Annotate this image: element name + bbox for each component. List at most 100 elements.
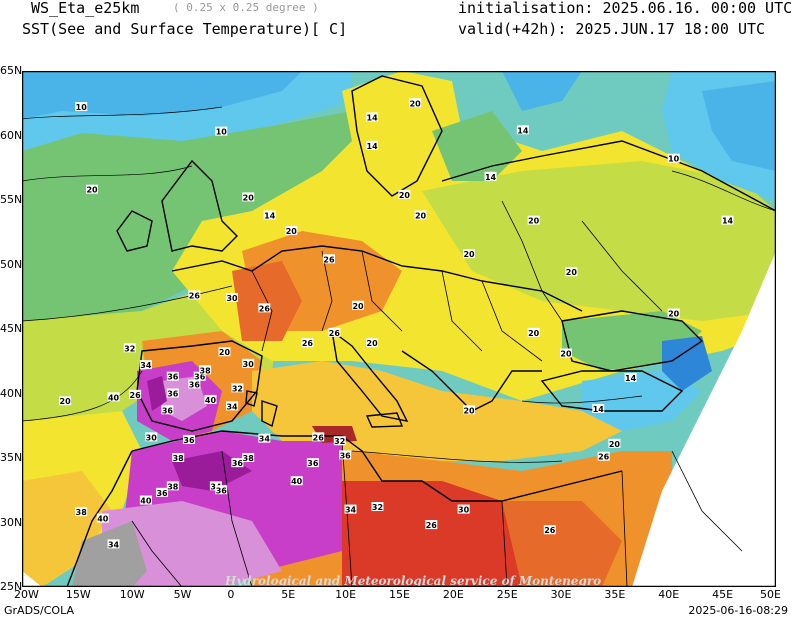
contour-label-bg bbox=[188, 290, 201, 300]
contour-label: 32 bbox=[124, 344, 135, 353]
contour-label-bg bbox=[226, 293, 239, 303]
contour-label: 32 bbox=[372, 503, 383, 512]
contour-label: 14 bbox=[367, 142, 379, 151]
contour-label: 20 bbox=[415, 211, 427, 220]
contour-label: 26 bbox=[544, 526, 556, 535]
coastlines bbox=[66, 75, 776, 587]
lat-tick-label: 55N bbox=[0, 193, 23, 206]
contour-label-bg bbox=[59, 396, 72, 406]
lat-tick-label: 60N bbox=[0, 128, 23, 142]
contour-label-bg bbox=[204, 394, 217, 404]
field-europe-greenish bbox=[422, 161, 776, 321]
contour-label: 26 bbox=[426, 521, 438, 530]
field-western-sahara-gray bbox=[72, 521, 147, 587]
contour-label-bg bbox=[559, 348, 572, 358]
contour-label-bg bbox=[333, 436, 346, 446]
contour-label: 20 bbox=[668, 310, 680, 319]
contour-label: 20 bbox=[399, 191, 411, 200]
contour-label: 36 bbox=[167, 373, 179, 382]
contour-label: 20 bbox=[243, 193, 255, 202]
lat-tick-label: 35N bbox=[0, 451, 23, 464]
lon-tick-label: 5E bbox=[281, 588, 296, 601]
contour-label-bg bbox=[597, 451, 610, 461]
lon-tick-label: 25E bbox=[496, 588, 518, 601]
contour-label-bg bbox=[543, 525, 556, 535]
contour-label: 32 bbox=[232, 384, 243, 393]
contour-label-bg bbox=[199, 365, 212, 375]
contour-label-bg bbox=[463, 249, 476, 259]
contour-label: 36 bbox=[183, 436, 195, 445]
contour-label-bg bbox=[166, 481, 179, 491]
contour-label: 36 bbox=[232, 459, 244, 468]
contour-label-bg bbox=[258, 303, 271, 313]
contour-label-bg bbox=[215, 126, 228, 136]
contour-label-bg bbox=[139, 360, 152, 370]
no-data-area bbox=[632, 251, 776, 587]
contour-label-bg bbox=[592, 403, 605, 413]
contour-label-bg bbox=[484, 171, 497, 181]
field-north-europe-blue bbox=[502, 71, 582, 111]
lat-tick-label: 50N bbox=[0, 257, 23, 271]
lon-tick-label: 10W bbox=[119, 588, 145, 601]
contour-label-bg bbox=[457, 504, 470, 514]
contour-label-bg bbox=[188, 379, 201, 389]
field-caspian-deep-blue bbox=[662, 336, 712, 391]
contour-label-bg bbox=[242, 453, 255, 462]
contour-label: 20 bbox=[463, 250, 475, 259]
contour-label: 38 bbox=[167, 482, 179, 491]
contour-label: 38 bbox=[173, 454, 185, 463]
contour-label: 14 bbox=[722, 217, 734, 226]
contour-label: 40 bbox=[97, 515, 109, 524]
variable-title: SST(See and Surface Temperature)[ C] bbox=[22, 20, 348, 38]
contour-label-bg bbox=[139, 495, 152, 505]
contour-label: 26 bbox=[259, 304, 271, 313]
contour-labels: 10 10 10 14 14 14 14 14 14 14 14 20 20 20 20 20 20 20 20 20… bbox=[59, 98, 734, 549]
contour-label-bg bbox=[107, 392, 120, 402]
contour-label-bg bbox=[366, 140, 379, 150]
contour-label: 20 bbox=[60, 397, 72, 406]
contour-label: 34 bbox=[345, 506, 357, 515]
field-green-atlantic bbox=[22, 111, 352, 321]
contour-label: 36 bbox=[189, 380, 201, 389]
contour-label: 40 bbox=[291, 477, 303, 486]
contour-label-bg bbox=[527, 215, 540, 225]
contour-label-bg bbox=[527, 327, 540, 337]
field-light-orange-sw bbox=[22, 471, 112, 587]
contour-label-bg bbox=[414, 210, 427, 220]
no-data-south bbox=[22, 571, 42, 587]
contour-label: 20 bbox=[367, 339, 379, 348]
contour-label: 20 bbox=[463, 406, 475, 415]
contour-label-bg bbox=[215, 485, 228, 495]
field-baltic bbox=[432, 111, 522, 181]
contour-label-bg bbox=[107, 539, 120, 549]
contour-label-bg bbox=[145, 432, 158, 442]
field-sahara-pink bbox=[102, 501, 282, 587]
contour-label-bg bbox=[322, 254, 335, 264]
contour-label-bg bbox=[86, 184, 99, 194]
contour-label: 26 bbox=[313, 433, 325, 442]
model-title: WS_Eta_e25km bbox=[31, 0, 140, 17]
contour-label-bg bbox=[344, 504, 357, 514]
contour-label-bg bbox=[301, 338, 314, 348]
contour-label: 36 bbox=[167, 390, 179, 399]
lon-tick-label: 50E bbox=[760, 588, 781, 601]
contour-label-bg bbox=[425, 520, 438, 530]
initialisation-time: initialisation: 2025.06.16. 00:00 UTC bbox=[458, 0, 793, 17]
lat-tick-label: 25N bbox=[0, 580, 23, 593]
contour-label: 26 bbox=[302, 339, 314, 348]
lon-tick-label: 45E bbox=[712, 588, 734, 601]
contour-label-bg bbox=[608, 438, 621, 448]
contour-label-bg bbox=[226, 401, 239, 411]
contour-label: 36 bbox=[307, 459, 319, 468]
lon-tick-label: 15W bbox=[65, 588, 91, 601]
contour-label-bg bbox=[721, 215, 734, 225]
contour-label: 26 bbox=[598, 453, 610, 462]
contour-label: 30 bbox=[226, 294, 238, 303]
contour-label-bg bbox=[463, 405, 476, 415]
lon-tick-label: 0 bbox=[227, 588, 235, 601]
contour-label-bg bbox=[516, 125, 529, 135]
contour-label: 36 bbox=[162, 406, 174, 415]
contour-label: 14 bbox=[485, 173, 497, 182]
lat-tick-label: 65N bbox=[0, 64, 23, 77]
lon-tick-label: 5W bbox=[173, 588, 192, 601]
